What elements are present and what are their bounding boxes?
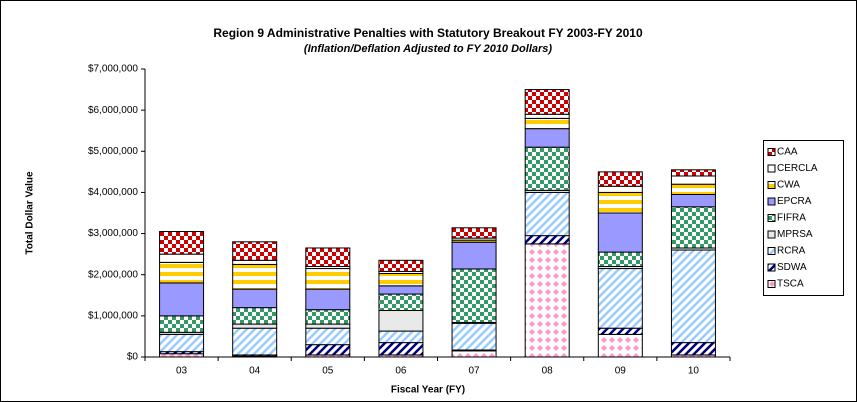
bar-segment (378, 293, 424, 312)
bar-segment (305, 268, 351, 290)
y-tick-label: $0 (127, 352, 139, 363)
bar-segment (159, 333, 205, 353)
chart-title: Region 9 Administrative Penalties with S… (213, 26, 643, 40)
bar-segment (524, 235, 570, 245)
y-tick-label: $5,000,000 (88, 146, 138, 157)
bar-segment (159, 282, 205, 317)
bar-segment (670, 206, 716, 249)
x-tick-label: 09 (615, 366, 627, 377)
legend-box (763, 140, 844, 296)
bar-segment (232, 263, 278, 290)
bar-segment (305, 288, 351, 311)
bar-segment (451, 241, 497, 270)
legend-swatch (767, 181, 776, 189)
y-tick-label: $2,000,000 (88, 269, 138, 280)
bar-segment (232, 241, 278, 261)
bar-segment (305, 247, 351, 267)
y-tick-label: $4,000,000 (88, 187, 138, 198)
bar-segment (378, 285, 424, 295)
legend-label: SDWA (777, 262, 807, 273)
bar-segment (524, 146, 570, 191)
legend-label: MPRSA (777, 229, 813, 240)
bar-segment (451, 322, 497, 351)
bar-segment (232, 288, 278, 309)
legend-label: EPCRA (777, 196, 812, 207)
bar-segment (597, 171, 643, 187)
legend-label: CAA (777, 147, 798, 158)
legend-swatch (767, 164, 776, 173)
bar-segment (597, 268, 643, 329)
legend-swatch (767, 197, 776, 206)
bar-segment (670, 193, 716, 208)
legend-label: FIFRA (777, 213, 806, 224)
legend-swatch (767, 230, 776, 239)
bar-segment (232, 323, 278, 329)
bar-segment (597, 212, 643, 253)
bar-segment (597, 327, 643, 335)
legend-label: CWA (777, 180, 800, 191)
legend-label: CERCLA (777, 163, 818, 174)
x-tick-label: 10 (688, 366, 700, 377)
bar-segment (670, 169, 716, 177)
x-tick-label: 06 (395, 366, 407, 377)
bar-segment (232, 327, 278, 356)
x-tick-label: 05 (322, 366, 334, 377)
bar-segment (451, 227, 497, 239)
chart-subtitle: (Inflation/Deflation Adjusted to FY 2010… (304, 43, 552, 55)
bar-segment (305, 344, 351, 356)
bar-segment (524, 117, 570, 130)
y-tick-label: $7,000,000 (88, 64, 138, 75)
bar-segment (524, 191, 570, 237)
legend-swatch (767, 148, 776, 156)
bar-segment (597, 333, 643, 358)
bar-segment (451, 268, 497, 323)
bar-segment (378, 259, 424, 272)
bar-segment (524, 128, 570, 148)
bar-segment (305, 327, 351, 346)
bar-segment (378, 342, 424, 356)
x-tick-label: 08 (542, 366, 554, 377)
y-tick-label: $1,000,000 (88, 310, 138, 321)
legend-swatch (767, 214, 776, 222)
bar-segment (159, 315, 205, 333)
bar-segment (378, 330, 424, 344)
bar-segment (159, 253, 205, 263)
bar-segment (670, 342, 716, 356)
bar-segment (305, 309, 351, 325)
bar-segment (305, 323, 351, 329)
bar-segment (597, 191, 643, 214)
bar-segment (670, 249, 716, 344)
legend-label: RCRA (777, 246, 806, 257)
legend-swatch (767, 247, 776, 255)
bar-segment (524, 89, 570, 115)
x-tick-label: 03 (176, 366, 188, 377)
legend-swatch (767, 280, 776, 288)
x-tick-label: 07 (469, 366, 481, 377)
bar-segment (378, 272, 424, 287)
bar-segment (670, 183, 716, 195)
bar-segment (524, 113, 570, 119)
bar-segment (524, 243, 570, 358)
x-tick-label: 04 (249, 366, 261, 377)
y-tick-label: $3,000,000 (88, 228, 138, 239)
bar-segment (232, 259, 278, 265)
y-tick-label: $6,000,000 (88, 105, 138, 116)
legend-label: TSCA (777, 279, 804, 290)
bar-segment (451, 350, 497, 358)
bar-segment (597, 251, 643, 267)
bar-segment (232, 307, 278, 325)
bar-segment (670, 175, 716, 185)
bar-segment (159, 261, 205, 284)
bar-segment (378, 310, 424, 332)
x-axis-label: Fiscal Year (FY) (391, 385, 465, 396)
bar-segment (597, 185, 643, 193)
bar-segment (159, 231, 205, 255)
legend-swatch (767, 263, 776, 272)
y-axis-label: Total Dollar Value (25, 171, 36, 255)
